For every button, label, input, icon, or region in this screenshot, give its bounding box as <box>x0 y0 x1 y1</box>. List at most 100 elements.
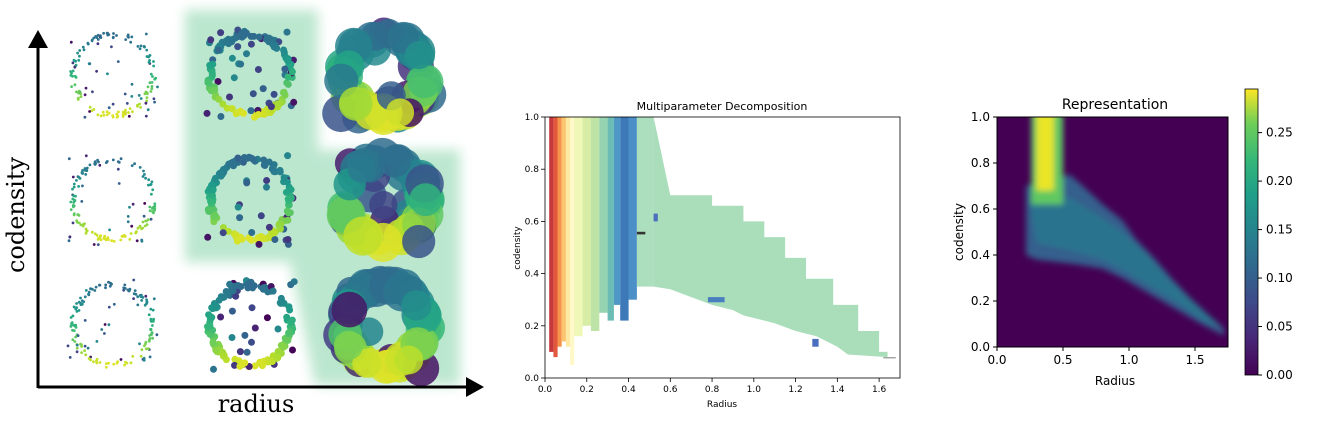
cloud-point <box>84 169 87 172</box>
decomposition-intervals <box>549 117 896 365</box>
cloud-point <box>243 179 251 187</box>
point-cloud-2-1 <box>204 277 298 373</box>
cloud-point <box>71 69 75 73</box>
cloud-point <box>117 110 120 114</box>
colorbar-tick-label: 0.10 <box>1266 271 1293 285</box>
cloud-point <box>76 334 80 337</box>
heatmap-x-ticks: 0.0 0.5 1.0 1.5 <box>987 347 1205 367</box>
cloud-point <box>277 221 285 228</box>
cloud-point <box>107 323 111 327</box>
cloud-point <box>71 61 75 65</box>
interval-bar-7 <box>574 117 583 337</box>
cloud-point <box>90 109 94 112</box>
decomposition-x-label: Radius <box>707 400 737 410</box>
colorbar-ticks: 0.00 0.05 0.10 0.15 0.20 0.25 <box>1258 126 1293 382</box>
cloud-point <box>77 185 80 188</box>
cloud-point <box>80 351 83 354</box>
cloud-point <box>116 60 120 63</box>
cloud-point <box>136 295 140 299</box>
cloud-point <box>251 324 259 332</box>
cloud-point <box>103 323 107 326</box>
cloud-point <box>142 356 146 360</box>
cloud-point <box>276 166 284 174</box>
cloud-point <box>132 292 136 296</box>
cloud-point <box>151 308 155 312</box>
cloud-point <box>144 32 148 36</box>
cloud-point <box>130 35 134 39</box>
cloud-point <box>265 223 273 231</box>
cloud-point <box>102 113 106 117</box>
cloud-point <box>217 29 225 37</box>
cloud-point <box>152 211 155 215</box>
cloud-point <box>73 324 77 328</box>
cloud-point <box>128 107 132 110</box>
y-axis-arrowhead <box>28 30 48 48</box>
cloud-point <box>129 232 133 235</box>
cloud-point <box>122 288 126 292</box>
cloud-point <box>83 115 87 119</box>
cloud-point <box>107 361 110 365</box>
cloud-point <box>283 313 291 321</box>
cloud-point <box>67 157 71 161</box>
cloud-point <box>124 112 127 116</box>
cloud-point <box>84 231 88 235</box>
cloud-point <box>73 74 77 78</box>
cloud-point <box>132 278 136 282</box>
cloud-point <box>84 86 88 90</box>
cloud-point <box>243 348 251 356</box>
cloud-point <box>284 152 292 160</box>
cloud-point <box>71 197 75 201</box>
cloud-point <box>263 314 271 322</box>
point-cloud-0-2 <box>322 17 447 135</box>
cloud-point <box>284 57 292 65</box>
cloud-point <box>130 82 134 86</box>
cloud-point <box>99 114 103 118</box>
cloud-point <box>137 94 141 97</box>
cloud-point <box>146 108 150 112</box>
cloud-point <box>278 297 286 305</box>
cloud-point <box>73 83 77 87</box>
cloud-point <box>111 115 115 119</box>
cloud-point <box>107 33 111 36</box>
y-tick-label: 0.6 <box>525 217 540 227</box>
cloud-point <box>99 36 103 39</box>
cloud-point <box>404 41 433 70</box>
cloud-point <box>146 85 150 89</box>
cloud-point <box>150 85 154 88</box>
cloud-point <box>98 283 101 287</box>
cloud-point <box>136 103 139 107</box>
interval-bar-4 <box>561 117 566 342</box>
cloud-point <box>402 224 436 259</box>
cloud-point <box>125 102 129 105</box>
cloud-point <box>129 40 133 44</box>
cloud-point <box>241 359 249 367</box>
decomposition-y-label: codensity <box>513 226 523 270</box>
cloud-point <box>131 202 135 206</box>
point-cloud-1-2 <box>326 137 445 262</box>
cloud-point <box>145 48 149 52</box>
cloud-point <box>136 303 140 307</box>
cloud-point <box>85 229 89 233</box>
x-tick-label: 0.4 <box>621 385 636 395</box>
cloud-point <box>85 166 89 170</box>
cloud-point <box>237 60 245 68</box>
cloud-point <box>228 307 236 315</box>
cloud-point <box>117 182 121 185</box>
cloud-point <box>274 354 282 362</box>
cloud-point <box>103 332 106 335</box>
cloud-point <box>240 109 247 117</box>
cloud-point <box>138 342 141 346</box>
cloud-point <box>132 297 136 300</box>
cloud-point <box>69 208 73 212</box>
cloud-point <box>153 202 157 206</box>
cloud-point <box>139 97 143 100</box>
cloud-point <box>236 348 244 356</box>
cloud-point <box>69 316 73 319</box>
cloud-point <box>96 33 100 37</box>
cloud-point <box>75 220 79 224</box>
cloud-point <box>86 346 90 350</box>
cloud-point <box>78 54 81 58</box>
cloud-point <box>213 303 221 311</box>
cloud-point <box>338 86 373 121</box>
cloud-point <box>149 307 153 311</box>
